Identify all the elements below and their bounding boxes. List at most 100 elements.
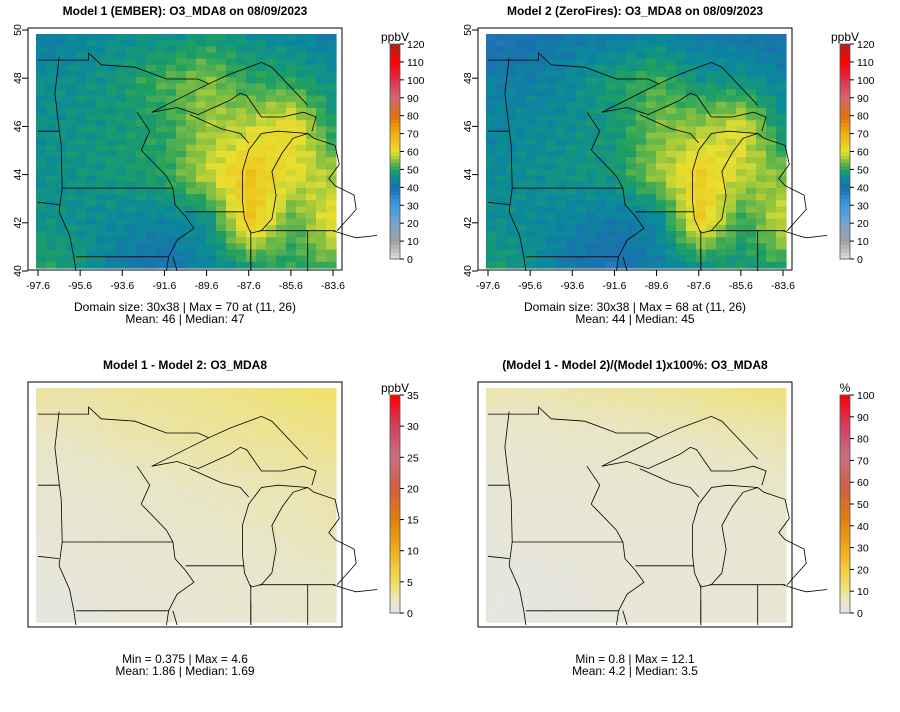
grid-cell: [66, 499, 77, 506]
grid-cell: [496, 523, 507, 530]
grid-cell: [256, 71, 267, 78]
grid-cell: [286, 597, 297, 604]
grid-cell: [56, 182, 67, 189]
grid-cell: [696, 542, 707, 549]
grid-cell: [86, 616, 97, 623]
grid-cell: [166, 237, 177, 244]
grid-cell: [136, 96, 147, 103]
grid-cell: [766, 194, 777, 201]
grid-cell: [296, 46, 307, 53]
grid-cell: [526, 243, 537, 250]
grid-cell: [126, 493, 137, 500]
grid-cell: [206, 530, 217, 537]
grid-cell: [186, 523, 197, 530]
grid-cell: [36, 225, 47, 232]
grid-cell: [296, 450, 307, 457]
grid-cell: [666, 114, 677, 121]
grid-cell: [666, 163, 677, 170]
grid-cell: [706, 604, 717, 611]
grid-cell: [536, 145, 547, 152]
grid-cell: [586, 487, 597, 494]
grid-cell: [506, 89, 517, 96]
grid-cell: [176, 151, 187, 158]
grid-cell: [226, 431, 237, 438]
grid-cell: [166, 388, 177, 395]
grid-cell: [686, 40, 697, 47]
grid-cell: [586, 182, 597, 189]
grid-cell: [586, 71, 597, 78]
grid-cell: [606, 89, 617, 96]
grid-cell: [276, 493, 287, 500]
grid-cell: [756, 560, 767, 567]
grid-cell: [146, 579, 157, 586]
grid-cell: [536, 225, 547, 232]
grid-cell: [526, 114, 537, 121]
grid-cell: [776, 96, 787, 103]
grid-cell: [246, 573, 257, 580]
grid-cell: [526, 46, 537, 53]
grid-cell: [46, 517, 57, 524]
grid-cell: [716, 151, 727, 158]
grid-cell: [536, 542, 547, 549]
grid-cell: [36, 139, 47, 146]
grid-cell: [116, 431, 127, 438]
grid-cell: [36, 542, 47, 549]
grid-cell: [86, 219, 97, 226]
grid-cell: [526, 413, 537, 420]
grid-cell: [226, 536, 237, 543]
grid-cell: [256, 388, 267, 395]
grid-cell: [746, 145, 757, 152]
grid-cell: [76, 157, 87, 164]
grid-cell: [186, 139, 197, 146]
grid-cell: [146, 237, 157, 244]
grid-cell: [756, 169, 767, 176]
grid-cell: [496, 548, 507, 555]
grid-cell: [756, 213, 767, 220]
grid-cell: [136, 133, 147, 140]
grid-cell: [86, 46, 97, 53]
grid-cell: [146, 96, 157, 103]
grid-cell: [96, 493, 107, 500]
grid-cell: [746, 114, 757, 121]
grid-cell: [196, 610, 207, 617]
grid-cell: [236, 610, 247, 617]
grid-cell: [616, 151, 627, 158]
grid-cell: [66, 487, 77, 494]
grid-cell: [146, 468, 157, 475]
grid-cell: [756, 157, 767, 164]
grid-cell: [46, 493, 57, 500]
grid-cell: [136, 437, 147, 444]
grid-cell: [36, 388, 47, 395]
grid-cell: [536, 114, 547, 121]
grid-cell: [196, 151, 207, 158]
grid-cell: [226, 102, 237, 109]
colorbar-swatch: [390, 234, 400, 238]
grid-cell: [506, 96, 517, 103]
grid-cell: [596, 182, 607, 189]
grid-cell: [246, 530, 257, 537]
grid-cell: [526, 456, 537, 463]
grid-cell: [146, 89, 157, 96]
grid-cell: [226, 176, 237, 183]
grid-cell: [286, 388, 297, 395]
colorbar-swatch: [390, 76, 400, 80]
grid-cell: [276, 517, 287, 524]
grid-cell: [306, 182, 317, 189]
grid-cell: [626, 616, 637, 623]
grid-cell: [696, 523, 707, 530]
grid-cell: [516, 145, 527, 152]
grid-cell: [686, 126, 697, 133]
grid-cell: [746, 431, 757, 438]
grid-cell: [646, 188, 657, 195]
grid-cell: [186, 505, 197, 512]
grid-cell: [176, 400, 187, 407]
grid-cell: [36, 46, 47, 53]
grid-cell: [586, 89, 597, 96]
grid-cell: [256, 536, 267, 543]
grid-cell: [316, 114, 327, 121]
grid-cell: [286, 89, 297, 96]
grid-cell: [626, 182, 637, 189]
grid-cell: [96, 400, 107, 407]
grid-cell: [136, 394, 147, 401]
grid-cell: [616, 77, 627, 84]
